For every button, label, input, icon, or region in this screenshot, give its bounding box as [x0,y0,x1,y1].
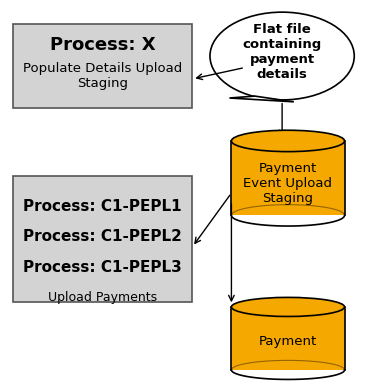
Ellipse shape [231,297,345,316]
Bar [13,24,192,108]
Ellipse shape [210,12,354,100]
Text: Populate Details Upload
Staging: Populate Details Upload Staging [23,62,182,90]
Text: Upload Payments: Upload Payments [48,291,157,304]
Text: Process: C1-PEPL3: Process: C1-PEPL3 [24,260,182,275]
Text: Payment
Event Upload
Staging: Payment Event Upload Staging [243,162,332,205]
Polygon shape [229,96,294,102]
Bar [13,176,192,302]
Text: Flat file
containing
payment
details: Flat file containing payment details [243,23,322,81]
Text: Process: X: Process: X [50,36,156,54]
Bar [231,307,345,370]
Text: Process: C1-PEPL2: Process: C1-PEPL2 [23,229,182,244]
Text: Payment: Payment [259,335,317,348]
Ellipse shape [231,130,345,152]
Bar [231,141,345,215]
Text: Process: C1-PEPL1: Process: C1-PEPL1 [24,199,182,214]
